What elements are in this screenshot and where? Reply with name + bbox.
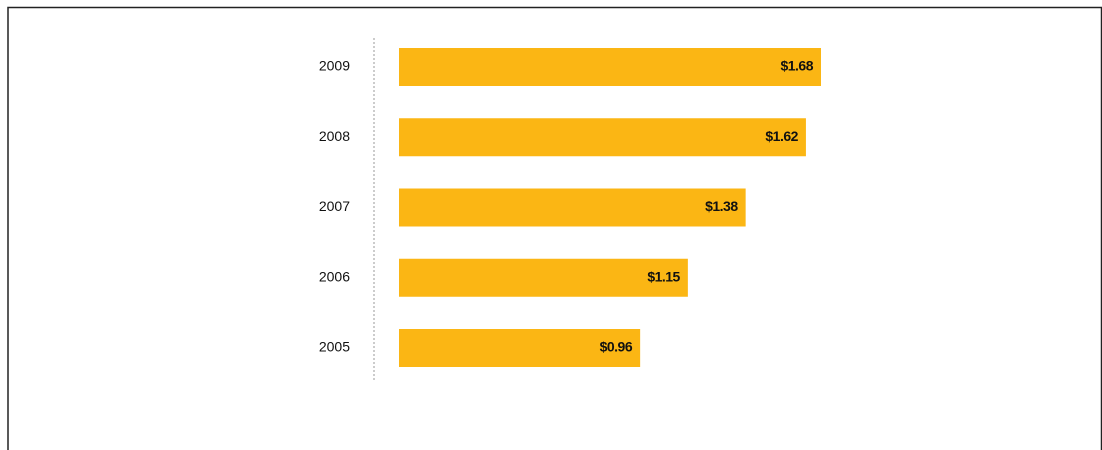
data-label: $1.62 bbox=[765, 128, 798, 144]
y-tick-label: 2006 bbox=[319, 268, 350, 284]
y-tick-label: 2005 bbox=[319, 339, 350, 355]
y-tick-label: 2009 bbox=[319, 58, 350, 74]
data-label: $1.68 bbox=[780, 58, 813, 74]
bar bbox=[399, 188, 746, 227]
bar bbox=[399, 258, 688, 297]
bar bbox=[399, 118, 806, 157]
data-label: $0.96 bbox=[600, 339, 633, 355]
bar bbox=[399, 48, 821, 86]
data-label: $1.38 bbox=[705, 198, 738, 214]
y-tick-label: 2008 bbox=[319, 128, 350, 144]
y-tick-label: 2007 bbox=[319, 198, 350, 214]
bar bbox=[399, 329, 641, 367]
data-label: $1.15 bbox=[647, 268, 680, 284]
